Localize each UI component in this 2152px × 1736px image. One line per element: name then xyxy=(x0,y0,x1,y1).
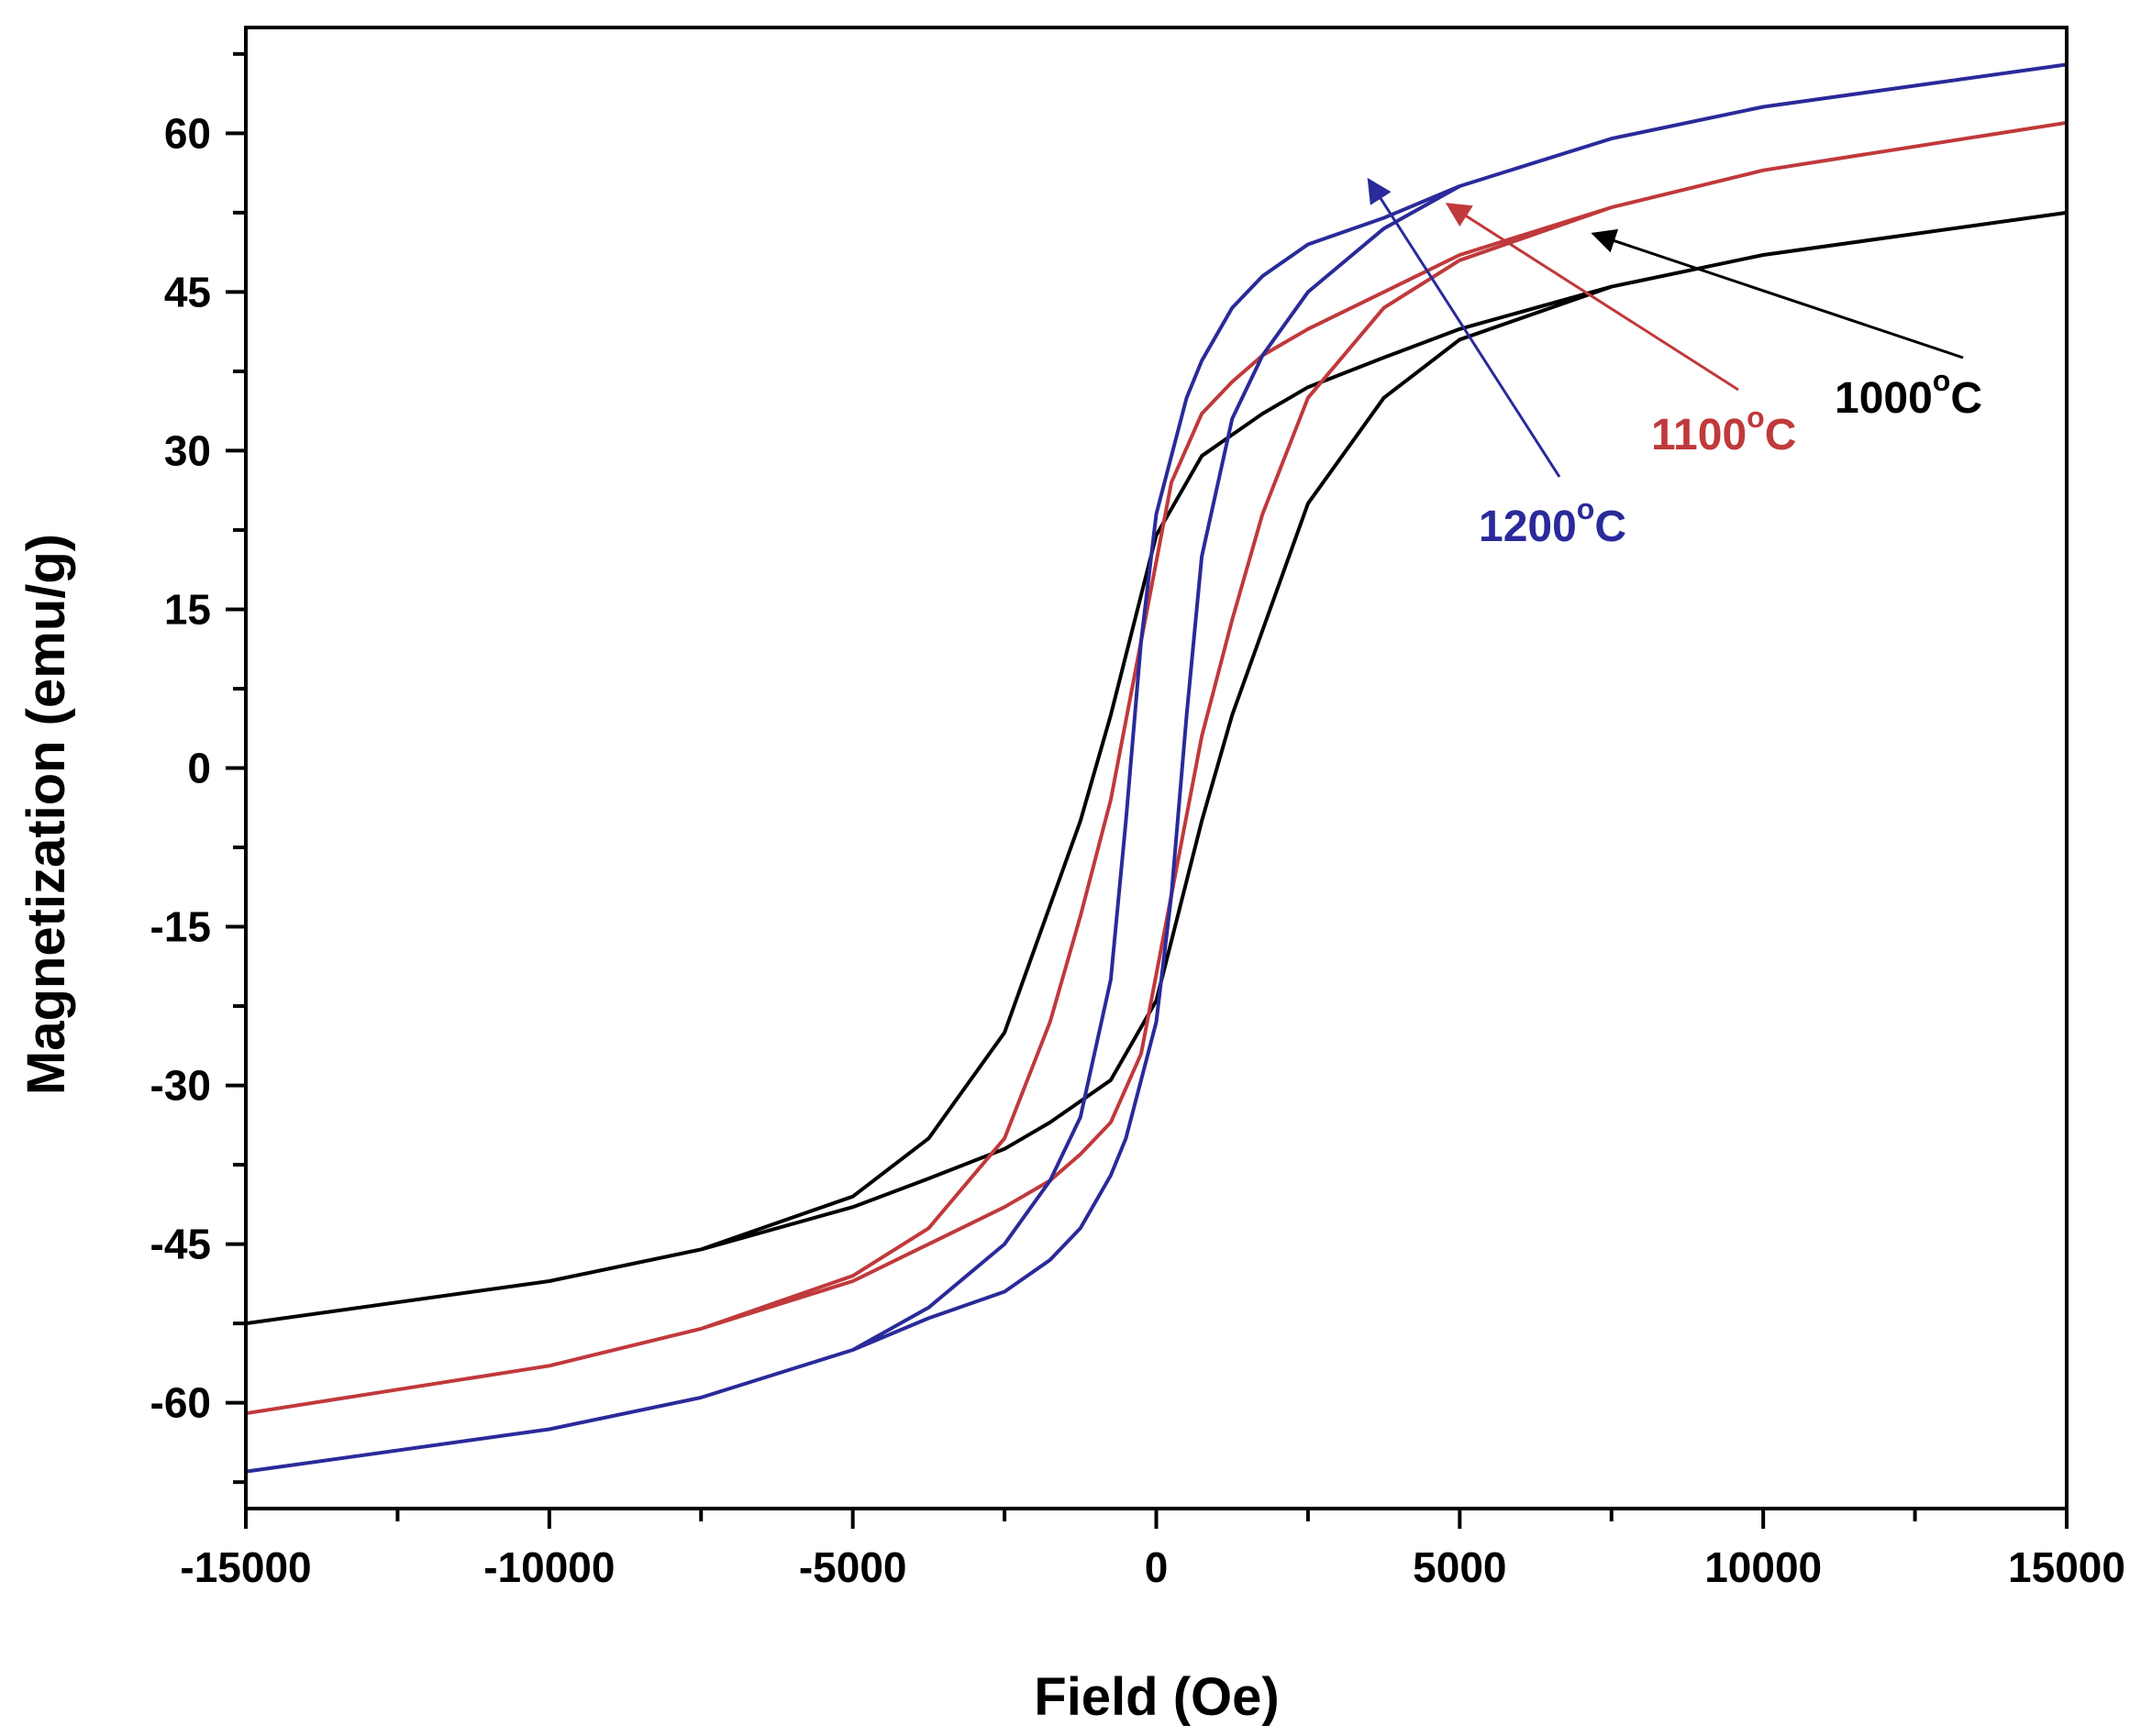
annotation-arrow-1100c xyxy=(1445,203,1739,392)
x-tick-label: 15000 xyxy=(2008,1543,2125,1591)
annotation-1000c: 1000oC xyxy=(1591,228,1982,423)
x-tick-label: -5000 xyxy=(799,1543,907,1591)
y-tick-label: -30 xyxy=(150,1062,211,1110)
x-axis-title: Field (Oe) xyxy=(1034,1667,1279,1727)
y-tick-label: 45 xyxy=(164,268,211,315)
y-axis-title: Magnetization (emu/g) xyxy=(17,534,76,1095)
series-1000c-line xyxy=(245,210,2069,1326)
x-tick-labels: -15000 -10000 -5000 0 5000 10000 15000 xyxy=(180,1543,2125,1591)
annotation-1200c: 1200oC xyxy=(1367,177,1626,551)
y-tick-label: 60 xyxy=(164,109,211,157)
annotation-1100c: 1100oC xyxy=(1445,203,1796,459)
plot-frame xyxy=(244,26,2069,1510)
y-tick-label: 15 xyxy=(164,585,211,633)
annotation-arrow-1000c xyxy=(1591,228,1964,359)
y-tick-label: -45 xyxy=(150,1221,211,1268)
x-tick-label: 0 xyxy=(1145,1543,1169,1591)
series-label-1000c: 1000oC xyxy=(1835,364,1982,423)
series-label-1200c: 1200oC xyxy=(1479,492,1626,551)
y-tick-label: 0 xyxy=(187,745,211,792)
x-tick-label: -15000 xyxy=(180,1543,311,1591)
x-tick-label: -10000 xyxy=(483,1543,615,1591)
y-tick-label: -60 xyxy=(150,1379,211,1427)
annotation-arrow-1200c xyxy=(1367,177,1561,478)
series-1200c-line xyxy=(245,62,2069,1474)
series-1100c-line xyxy=(245,120,2069,1416)
axis-ticks xyxy=(226,51,2069,1529)
x-tick-label: 5000 xyxy=(1413,1543,1506,1591)
series-label-1100c: 1100oC xyxy=(1651,401,1796,459)
series-layer xyxy=(245,62,2069,1474)
x-tick-label: 10000 xyxy=(1704,1543,1822,1591)
y-tick-labels: -60 -45 -30 -15 0 15 30 45 60 xyxy=(150,109,211,1426)
y-tick-label: -15 xyxy=(150,903,211,951)
y-tick-label: 30 xyxy=(164,426,211,474)
